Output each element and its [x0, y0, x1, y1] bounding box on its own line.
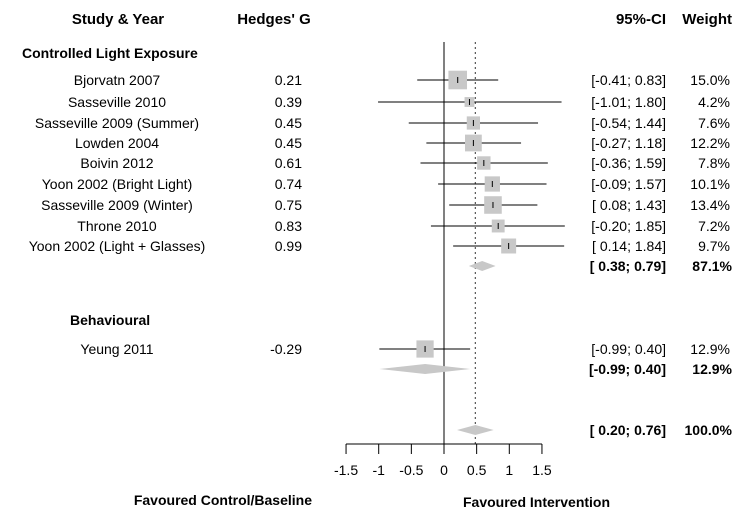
- ci-value: [-1.01; 1.80]: [591, 94, 666, 110]
- ci-value: [ 0.08; 1.43]: [592, 197, 666, 213]
- overall-weight: 100.0%: [685, 422, 733, 438]
- study-label: Boivin 2012: [80, 155, 153, 171]
- effect-value: 0.61: [275, 155, 302, 171]
- marks-layer: Bjorvatn 2007 0.21 [-0.41; 0.83] 15.0% Sasse…: [29, 42, 733, 478]
- effect-value: 0.45: [275, 115, 302, 131]
- summary-diamond-behavioural: [379, 364, 471, 374]
- x-tick-label: 1: [505, 462, 513, 478]
- weight-value: 7.8%: [698, 155, 730, 171]
- x-tick-label: 1.5: [532, 462, 552, 478]
- study-label: Sasseville 2010: [68, 94, 166, 110]
- weight-value: 9.7%: [698, 238, 730, 254]
- x-tick-label: -1: [372, 462, 385, 478]
- effect-value: 0.21: [275, 72, 302, 88]
- ci-value: [-0.54; 1.44]: [591, 115, 666, 131]
- weight-value: 13.4%: [690, 197, 730, 213]
- effect-value: 0.75: [275, 197, 302, 213]
- x-label-right: Favoured Intervention: [463, 494, 610, 510]
- ci-value: [-0.99; 0.40]: [591, 341, 666, 357]
- header-effect: Hedges' G: [237, 11, 311, 28]
- text-layer: Study & Year Hedges' G 95%-CI Weight Con…: [22, 11, 732, 510]
- study-label: Yoon 2002 (Bright Light): [42, 176, 192, 192]
- header-weight: Weight: [682, 11, 732, 28]
- study-label: Yeung 2011: [80, 341, 153, 357]
- overall-ci: [ 0.20; 0.76]: [590, 422, 666, 438]
- ci-value: [-0.36; 1.59]: [591, 155, 666, 171]
- ci-value: [-0.09; 1.57]: [591, 176, 666, 192]
- header-study: Study & Year: [72, 11, 164, 28]
- study-label: Bjorvatn 2007: [74, 72, 161, 88]
- effect-value: 0.39: [275, 94, 302, 110]
- summary-ci-behavioural: [-0.99; 0.40]: [589, 361, 666, 377]
- effect-value: 0.83: [275, 218, 302, 234]
- ci-value: [ 0.14; 1.84]: [592, 238, 666, 254]
- weight-value: 12.2%: [690, 135, 730, 151]
- x-tick-label: -1.5: [334, 462, 358, 478]
- header-ci: 95%-CI: [616, 11, 666, 28]
- effect-value: -0.29: [270, 341, 302, 357]
- overall-diamond: [457, 425, 494, 435]
- group-title-behavioural: Behavioural: [70, 312, 150, 328]
- study-label: Throne 2010: [77, 218, 157, 234]
- x-label-left: Favoured Control/Baseline: [134, 492, 312, 508]
- summary-diamond-light: [468, 261, 496, 271]
- ci-value: [-0.27; 1.18]: [591, 135, 666, 151]
- x-tick-label: 0: [440, 462, 448, 478]
- study-label: Lowden 2004: [75, 135, 159, 151]
- x-tick-label: -0.5: [399, 462, 423, 478]
- study-label: Sasseville 2009 (Summer): [35, 115, 199, 131]
- study-label: Yoon 2002 (Light + Glasses): [29, 238, 206, 254]
- weight-value: 7.6%: [698, 115, 730, 131]
- weight-value: 7.2%: [698, 218, 730, 234]
- effect-value: 0.45: [275, 135, 302, 151]
- weight-value: 15.0%: [690, 72, 730, 88]
- weight-value: 12.9%: [690, 341, 730, 357]
- summary-weight-behavioural: 12.9%: [692, 361, 732, 377]
- weight-value: 4.2%: [698, 94, 730, 110]
- weight-value: 10.1%: [690, 176, 730, 192]
- summary-weight-light: 87.1%: [692, 258, 732, 274]
- study-label: Sasseville 2009 (Winter): [41, 197, 193, 213]
- summary-ci-light: [ 0.38; 0.79]: [590, 258, 666, 274]
- effect-value: 0.74: [275, 176, 302, 192]
- group-title-light: Controlled Light Exposure: [22, 45, 198, 61]
- effect-value: 0.99: [275, 238, 302, 254]
- ci-value: [-0.41; 0.83]: [591, 72, 666, 88]
- ci-value: [-0.20; 1.85]: [591, 218, 666, 234]
- x-tick-label: 0.5: [467, 462, 487, 478]
